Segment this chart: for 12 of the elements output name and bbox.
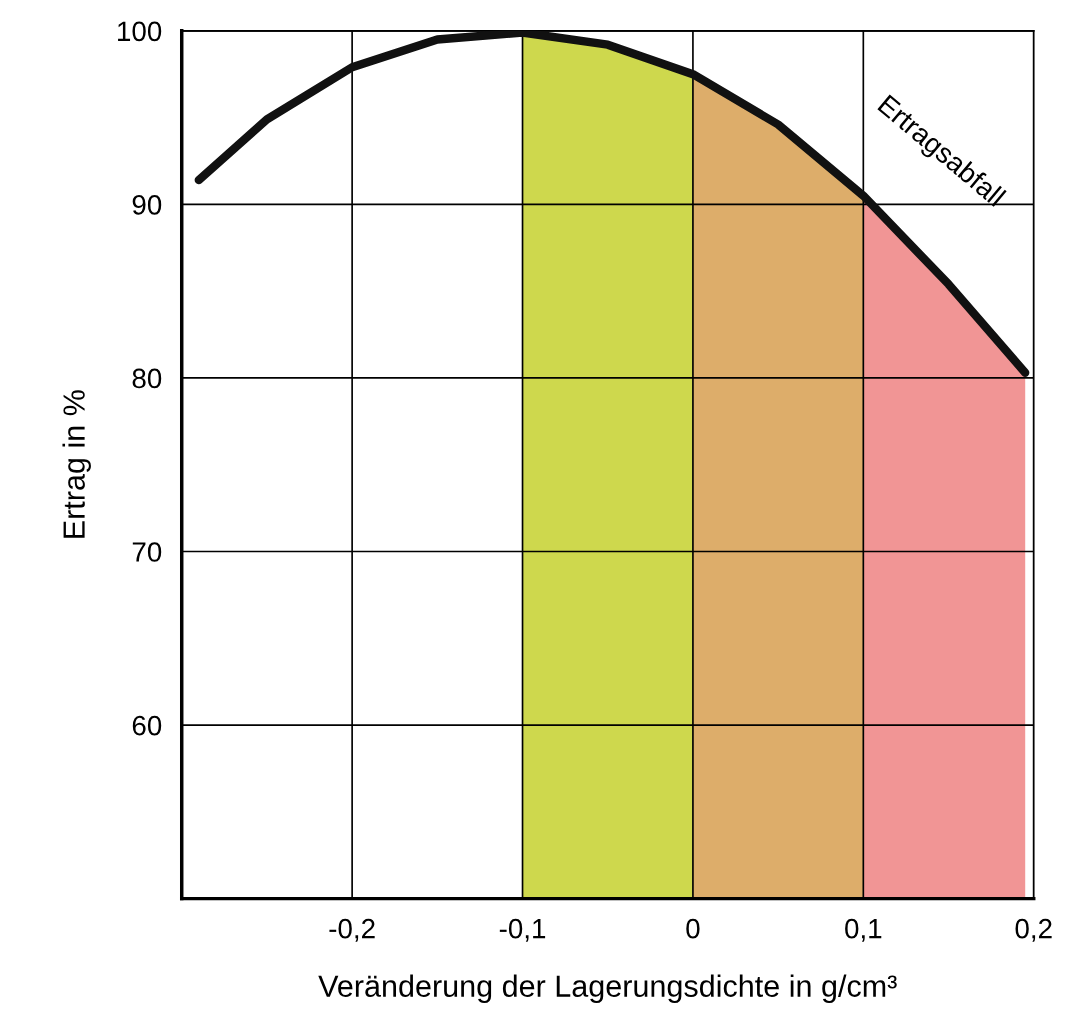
x-axis-title: Veränderung der Lagerungsdichte in g/cm³ (318, 974, 897, 1003)
x-tick-label: -0,1 (499, 918, 546, 942)
y-tick-label: 60 (132, 715, 162, 736)
x-tick-label: 0,2 (1015, 918, 1052, 942)
x-tick-label: 0,1 (845, 918, 882, 942)
y-axis-title: Ertrag in % (62, 390, 91, 538)
y-tick-label: 90 (132, 195, 162, 215)
y-tick-label: 80 (132, 368, 162, 389)
y-tick-label: 70 (132, 542, 162, 562)
x-tick-label: 0 (686, 918, 700, 939)
y-tick-label: 100 (118, 21, 162, 42)
x-tick-label: -0,2 (329, 918, 375, 942)
